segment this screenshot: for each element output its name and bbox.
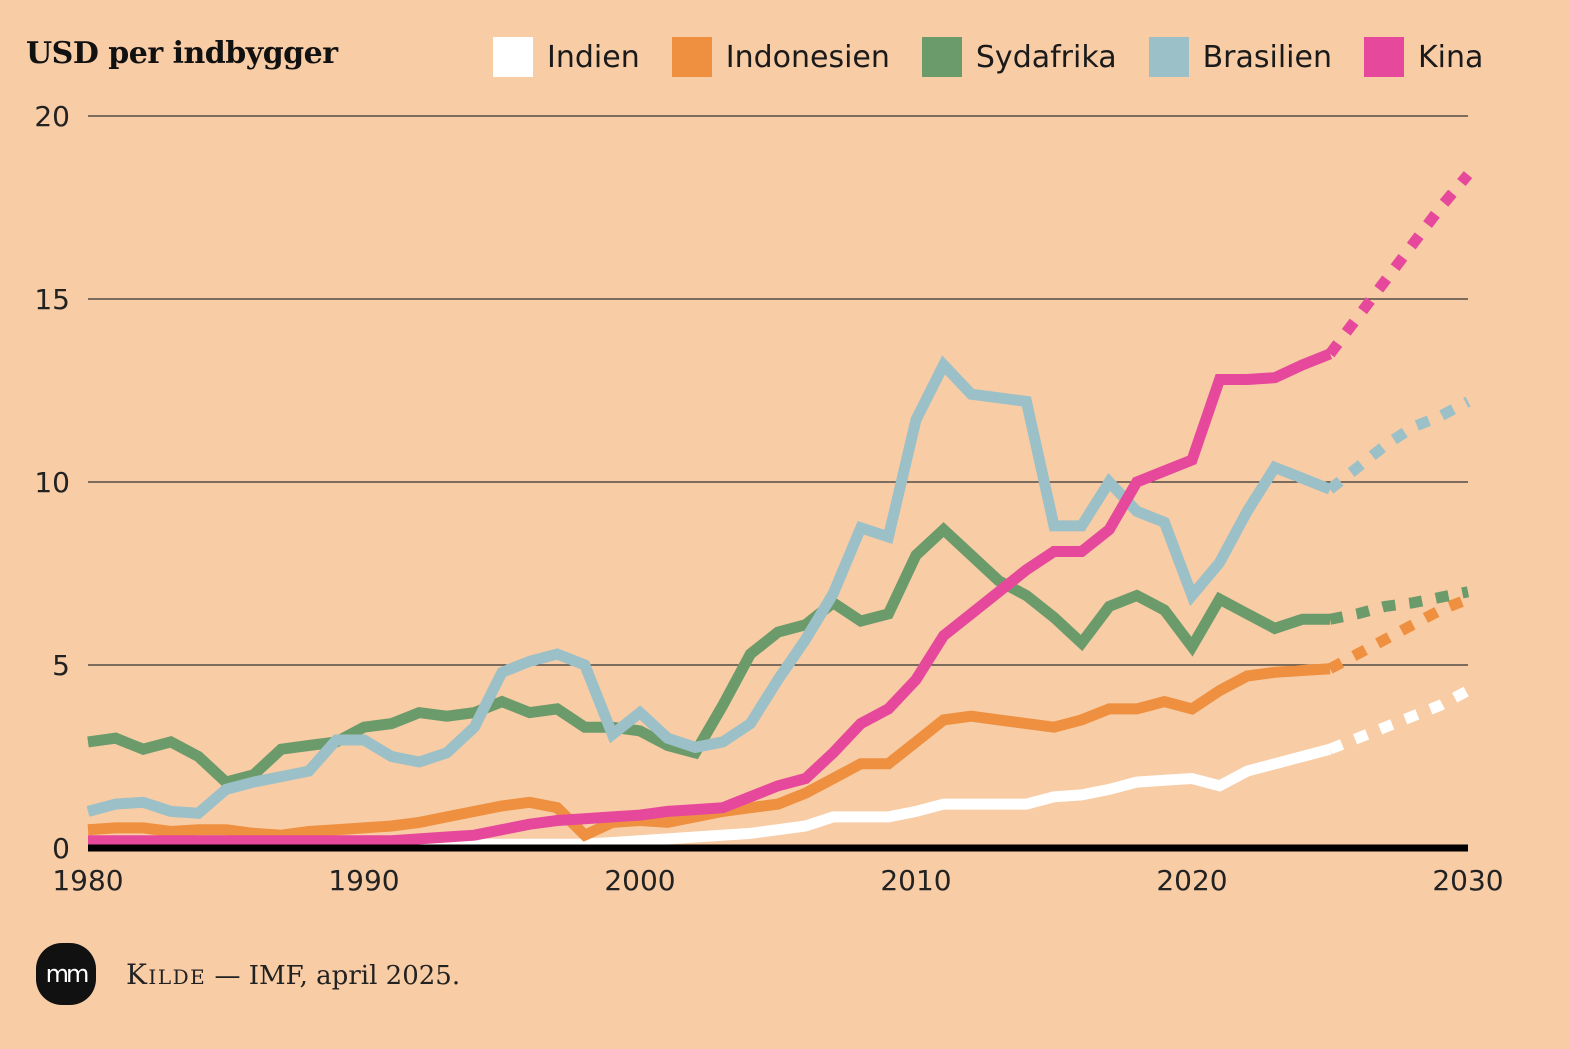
y-tick-label-20: 20 (34, 100, 70, 133)
y-axis-ticks: 0 5 10 15 20 (34, 100, 70, 865)
x-tick-label-1980: 1980 (52, 864, 123, 897)
series-projection-indien (1327, 685, 1471, 755)
chart-title: USD per indbygger (26, 36, 338, 71)
x-tick-label-2010: 2010 (880, 864, 951, 897)
source-text-line: Kilde — IMF, april 2025. (126, 958, 460, 991)
y-tick-label-5: 5 (52, 649, 70, 682)
legend-swatch-indien (493, 37, 533, 77)
x-tick-label-2000: 2000 (604, 864, 675, 897)
series-line-kina (88, 348, 1333, 847)
source-value: IMF, april 2025. (248, 960, 461, 991)
x-tick-label-2030: 2030 (1432, 864, 1503, 897)
legend-swatch-kina (1363, 37, 1404, 77)
series-line-brasilien (86, 355, 1333, 819)
series-projection-kina (1325, 171, 1473, 358)
legend: Indien Indonesien Sydafrika Brasilien Ki… (493, 36, 1515, 78)
series-line-sydafrika (87, 522, 1330, 789)
legend-label-indien: Indien (547, 39, 640, 75)
series-projection-indonesien (1327, 593, 1471, 674)
legend-label-indonesien: Indonesien (725, 39, 890, 75)
legend-swatch-indonesien (671, 37, 712, 77)
source-label: Kilde (126, 957, 207, 991)
series-projection-brasilien (1326, 396, 1471, 494)
legend-item-sydafrika: Sydafrika (921, 37, 1117, 77)
legend-item-brasilien: Brasilien (1148, 37, 1332, 77)
source-footer: mm Kilde — IMF, april 2025. (36, 943, 460, 1005)
legend-swatch-sydafrika (921, 37, 962, 77)
gridlines (88, 115, 1468, 666)
x-tick-label-2020: 2020 (1156, 864, 1227, 897)
y-tick-label-0: 0 (52, 832, 70, 865)
legend-item-indonesien: Indonesien (671, 37, 890, 77)
legend-label-kina: Kina (1417, 39, 1484, 75)
y-tick-label-15: 15 (34, 283, 70, 316)
legend-label-sydafrika: Sydafrika (975, 39, 1117, 75)
x-tick-label-1990: 1990 (328, 864, 399, 897)
source-dash: — (214, 960, 241, 991)
legend-item-kina: Kina (1363, 37, 1484, 77)
y-tick-label-10: 10 (34, 466, 70, 499)
series-projection-sydafrika (1328, 586, 1470, 625)
legend-label-brasilien: Brasilien (1202, 39, 1332, 75)
legend-swatch-brasilien (1148, 37, 1189, 77)
x-axis-ticks: 1980 1990 2000 2010 2020 2030 (52, 864, 1503, 897)
mm-logo: mm (36, 943, 96, 1005)
series-lines (86, 171, 1473, 852)
legend-item-indien: Indien (493, 37, 640, 77)
